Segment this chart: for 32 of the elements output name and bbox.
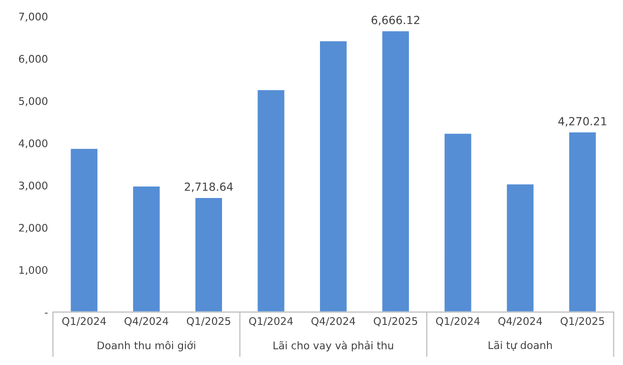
text: Lãi tự doanh	[488, 340, 552, 351]
y-tick-label: 4,000	[18, 139, 48, 148]
bar	[568, 131, 598, 312]
y-tick-label: 7,000	[19, 12, 48, 22]
data-label: 6,666.12	[372, 16, 420, 26]
text: Doanh thu môi giới	[98, 340, 196, 352]
y-tick-label: 3,000	[19, 182, 48, 191]
text: Lãi cho vay và phải thu	[274, 340, 394, 352]
data-label: 2,718.64	[184, 182, 233, 192]
bar	[256, 88, 286, 312]
y-tick-label: 2,000	[19, 224, 48, 233]
bar	[318, 40, 348, 312]
y-tick-label: 1,000	[19, 266, 48, 276]
x-tick-label: Q4/2024	[498, 317, 542, 326]
bar	[443, 132, 473, 312]
y-tick-label: -	[44, 312, 48, 314]
bar	[132, 185, 162, 312]
x-tick-label: Q4/2024	[311, 317, 356, 326]
bar	[194, 196, 224, 312]
x-tick-label: Q1/2024	[436, 317, 480, 326]
x-tick-label: Q1/2024	[249, 317, 293, 326]
x-tick-label: Q1/2024	[62, 317, 106, 326]
bar	[380, 30, 410, 312]
bar	[69, 148, 99, 312]
bar	[505, 182, 535, 312]
x-tick-label: Q1/2025	[374, 317, 418, 326]
x-tick-label: Q1/2025	[560, 317, 604, 326]
data-label: 4,270.21	[558, 116, 606, 127]
y-tick-label: 6,000	[19, 54, 48, 64]
x-tick-label: Q1/2025	[186, 317, 230, 326]
x-tick-label: Q4/2024	[124, 317, 168, 326]
y-tick-label: 5,000	[19, 97, 48, 106]
